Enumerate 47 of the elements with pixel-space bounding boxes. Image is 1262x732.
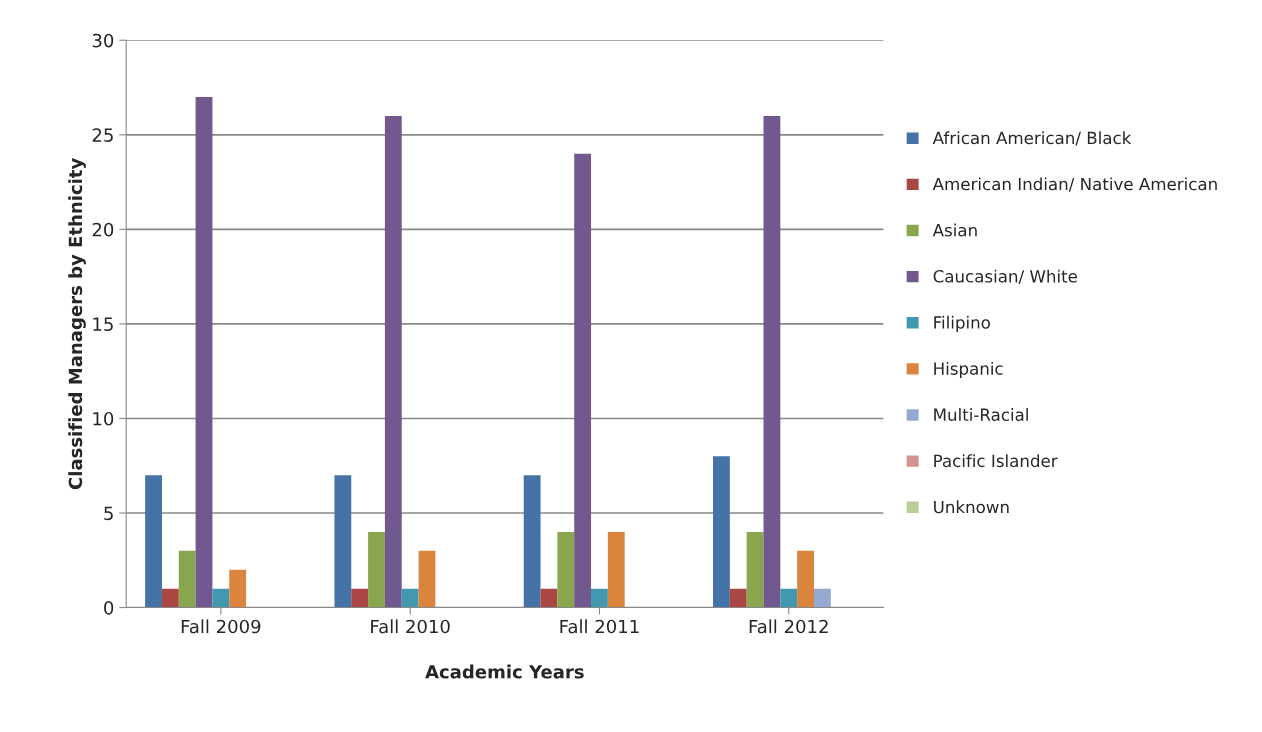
bar	[178, 550, 196, 608]
bar	[523, 475, 541, 608]
y-axis-title: Classified Managers by Ethnicity	[68, 158, 86, 490]
legend-label: Unknown	[934, 500, 1009, 514]
legend-label: African American/ Black	[932, 131, 1132, 146]
y-tick-label: 20	[92, 222, 114, 237]
bar	[229, 569, 247, 608]
y-tick-label: 0	[104, 601, 114, 615]
legend-label: Filipino	[934, 315, 990, 332]
legend-label: American Indian/ Native American	[932, 177, 1217, 192]
bar	[212, 588, 230, 608]
x-tick-label: Fall 2011	[560, 619, 639, 634]
bar	[368, 531, 385, 608]
y-tick-label: 15	[93, 317, 113, 332]
x-tick-label: Fall 2010	[371, 619, 450, 634]
y-tick-label: 25	[92, 128, 113, 142]
legend-label: Caucasian/ White	[933, 269, 1078, 284]
bar	[384, 115, 402, 608]
bar	[607, 531, 625, 608]
legend-label: Hispanic	[934, 361, 1003, 379]
bar	[746, 531, 764, 608]
legend-label: Asian	[932, 223, 977, 237]
bar	[780, 588, 798, 608]
x-tick-label: Fall 2009	[181, 619, 261, 634]
bar	[557, 531, 575, 608]
legend-label: Pacific Islander	[934, 454, 1058, 468]
bar	[401, 588, 419, 608]
y-tick-label: 5	[104, 506, 113, 521]
bar	[713, 456, 730, 608]
bar	[540, 588, 558, 608]
bar	[195, 96, 213, 608]
y-tick-label: 30	[92, 33, 114, 48]
bar	[574, 153, 592, 608]
bar	[591, 588, 608, 608]
bar	[334, 475, 352, 608]
bar	[351, 588, 369, 608]
legend-label: Multi-Racial	[934, 408, 1028, 422]
bar	[729, 588, 747, 608]
bar	[813, 588, 831, 608]
bar	[145, 475, 162, 608]
bar	[418, 550, 436, 608]
bar	[763, 115, 781, 608]
bar	[161, 588, 179, 608]
x-tick-label: Fall 2012	[749, 619, 828, 634]
y-tick-label: 10	[93, 411, 114, 426]
bar	[797, 550, 814, 608]
x-axis-title: Academic Years	[425, 664, 584, 679]
